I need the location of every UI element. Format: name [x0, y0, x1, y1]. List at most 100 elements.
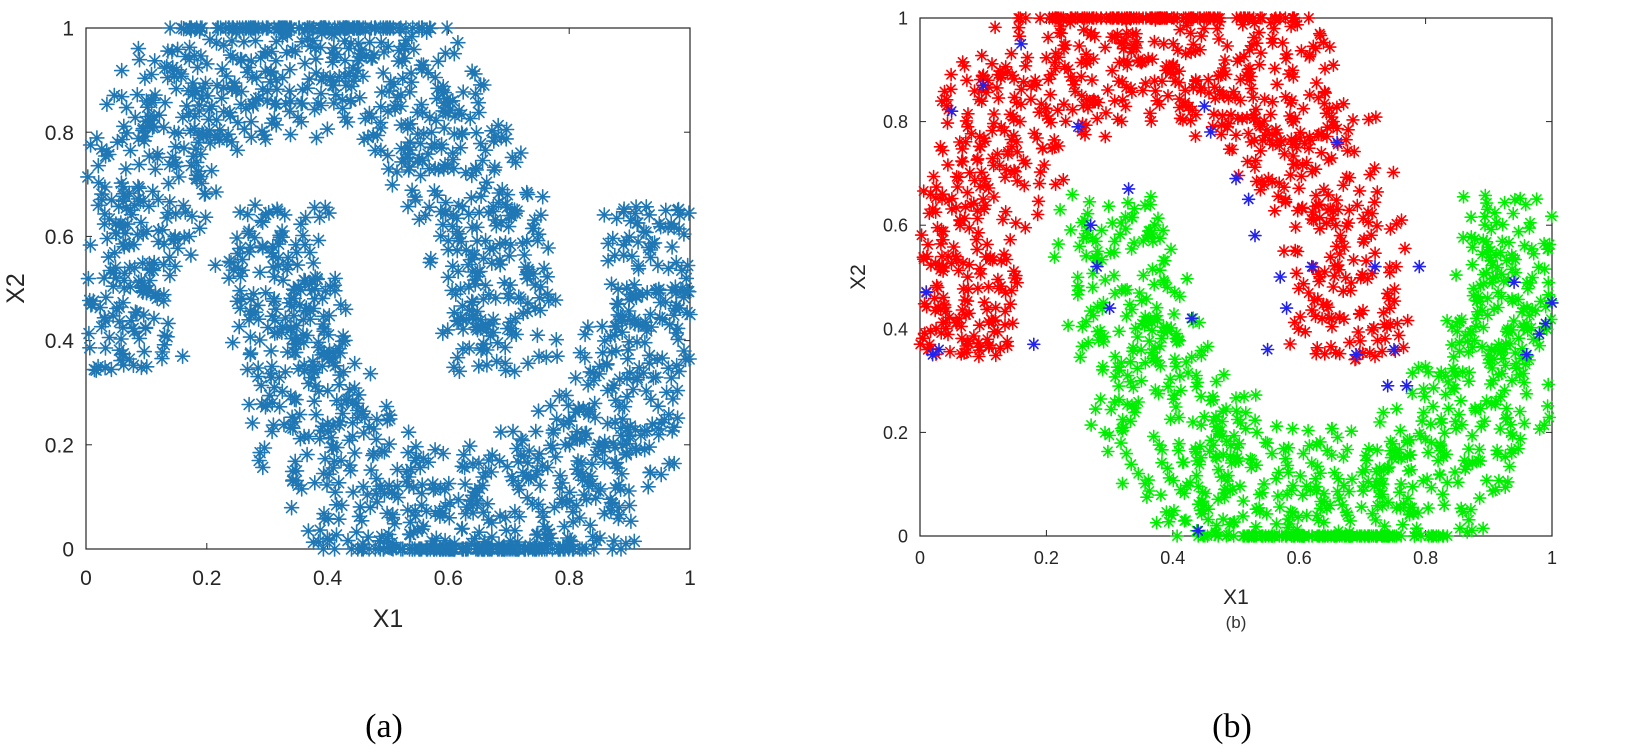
scatter-point [1236, 17, 1250, 32]
scatter-point [1367, 195, 1382, 209]
scatter-point [996, 212, 1010, 227]
scatter-point [1029, 78, 1044, 92]
scatter-point [1238, 422, 1253, 436]
scatter-point [533, 207, 549, 223]
scatter-point [372, 478, 388, 494]
scatter-point [1424, 480, 1439, 495]
scatter-point [1219, 67, 1233, 82]
scatter-point [949, 249, 963, 264]
scatter-point [582, 517, 598, 533]
scatter-point [1107, 234, 1122, 249]
scatter-point [446, 541, 463, 557]
scatter-point [1475, 303, 1489, 318]
scatter-point [1349, 347, 1363, 362]
scatter-point [1095, 302, 1110, 316]
scatter-point [269, 201, 285, 217]
scatter-point [301, 71, 317, 87]
scatter-point [1033, 11, 1047, 26]
scatter-point [1163, 372, 1178, 387]
scatter-point [516, 448, 532, 464]
scatter-point [474, 152, 491, 169]
scatter-point [435, 216, 451, 233]
scatter-point [421, 160, 437, 177]
scatter-point [1248, 160, 1262, 174]
x-tick-label: 0 [80, 567, 92, 590]
scatter-point [1425, 529, 1439, 543]
scatter-point [519, 271, 535, 287]
scatter-point [1125, 85, 1139, 99]
scatter-point [408, 449, 425, 466]
scatter-point [1305, 303, 1319, 317]
scatter-point [1208, 449, 1223, 464]
scatter-point [1248, 228, 1262, 243]
scatter-point [964, 127, 979, 141]
scatter-point [682, 306, 698, 323]
scatter-point [250, 368, 266, 385]
scatter-point [1174, 383, 1188, 398]
scatter-point [1469, 311, 1484, 326]
scatter-point [432, 508, 448, 524]
scatter-point [256, 127, 273, 143]
scatter-point [252, 264, 268, 281]
scatter-point [169, 41, 186, 58]
scatter-point [1377, 519, 1392, 533]
scatter-point [1497, 195, 1512, 210]
scatter-point [1267, 12, 1282, 26]
scatter-point [977, 171, 992, 186]
scatter-point [1047, 250, 1062, 264]
scatter-point [288, 335, 304, 352]
scatter-point [588, 532, 605, 549]
scatter-point [1130, 361, 1145, 376]
scatter-point [286, 391, 303, 408]
scatter-point [1286, 70, 1301, 84]
scatter-point [1207, 80, 1222, 94]
scatter-point [126, 323, 143, 340]
scatter-point [985, 123, 999, 138]
scatter-point [1544, 312, 1558, 327]
scatter-point [520, 295, 536, 311]
scatter-point [946, 240, 961, 254]
scatter-point [609, 460, 626, 476]
scatter-point [1145, 52, 1160, 66]
scatter-point [613, 420, 629, 436]
scatter-point [649, 351, 666, 368]
scatter-point [1131, 466, 1146, 481]
scatter-point [1452, 344, 1467, 359]
scatter-point [1180, 18, 1194, 33]
scatter-point [1372, 461, 1387, 476]
scatter-point [1479, 245, 1494, 259]
scatter-point [121, 351, 138, 367]
scatter-point [1247, 30, 1261, 45]
scatter-point [202, 31, 218, 48]
scatter-point [1541, 288, 1556, 302]
scatter-point [527, 277, 544, 293]
scatter-point [266, 291, 283, 307]
scatter-point [1093, 324, 1107, 338]
scatter-point [959, 135, 973, 149]
scatter-point [263, 245, 280, 261]
scatter-point [1505, 428, 1520, 443]
scatter-point [1332, 247, 1347, 261]
scatter-point [508, 154, 524, 171]
scatter-point [941, 102, 956, 117]
scatter-point [1164, 508, 1179, 522]
scatter-point [1317, 265, 1332, 279]
scatter-point [491, 452, 508, 469]
scatter-point [931, 280, 945, 295]
scatter-point [386, 516, 403, 532]
scatter-point [1194, 81, 1208, 95]
scatter-point [1166, 392, 1181, 406]
scatter-point [331, 475, 347, 491]
scatter-point [1048, 177, 1063, 192]
scatter-point [575, 400, 592, 417]
scatter-point [1448, 414, 1463, 429]
scatter-point [449, 349, 466, 366]
scatter-point [430, 53, 447, 70]
scatter-point [1111, 112, 1125, 127]
scatter-point [402, 142, 418, 158]
scatter-point [606, 533, 622, 549]
scatter-point [1525, 302, 1540, 317]
scatter-point [265, 417, 282, 433]
scatter-point [462, 438, 478, 454]
scatter-point [90, 358, 106, 375]
